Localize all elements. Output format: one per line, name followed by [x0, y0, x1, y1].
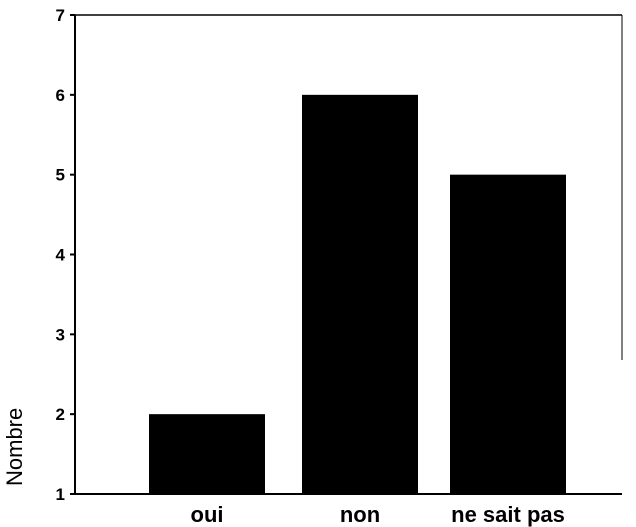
y-tick-label-1: 1 [56, 485, 65, 504]
y-tick-label-6: 6 [56, 86, 65, 105]
x-labels-group: oui non ne sait pas [191, 502, 565, 527]
bar-non [302, 94, 418, 494]
y-tick-label-7: 7 [56, 6, 65, 25]
x-category-label-oui: oui [191, 502, 224, 527]
bar-oui [149, 414, 265, 494]
y-tick-label-4: 4 [56, 246, 66, 265]
x-category-label-ne-sait-pas: ne sait pas [451, 502, 565, 527]
y-ticks-group: 1 2 3 4 5 6 7 [56, 6, 75, 504]
bar-ne-sait-pas [450, 174, 566, 494]
y-tick-label-5: 5 [56, 166, 65, 185]
x-category-label-non: non [340, 502, 380, 527]
bars-group [149, 94, 566, 494]
y-tick-label-3: 3 [56, 325, 65, 344]
y-axis-title: Nombre [2, 408, 27, 486]
y-tick-label-2: 2 [56, 405, 65, 424]
